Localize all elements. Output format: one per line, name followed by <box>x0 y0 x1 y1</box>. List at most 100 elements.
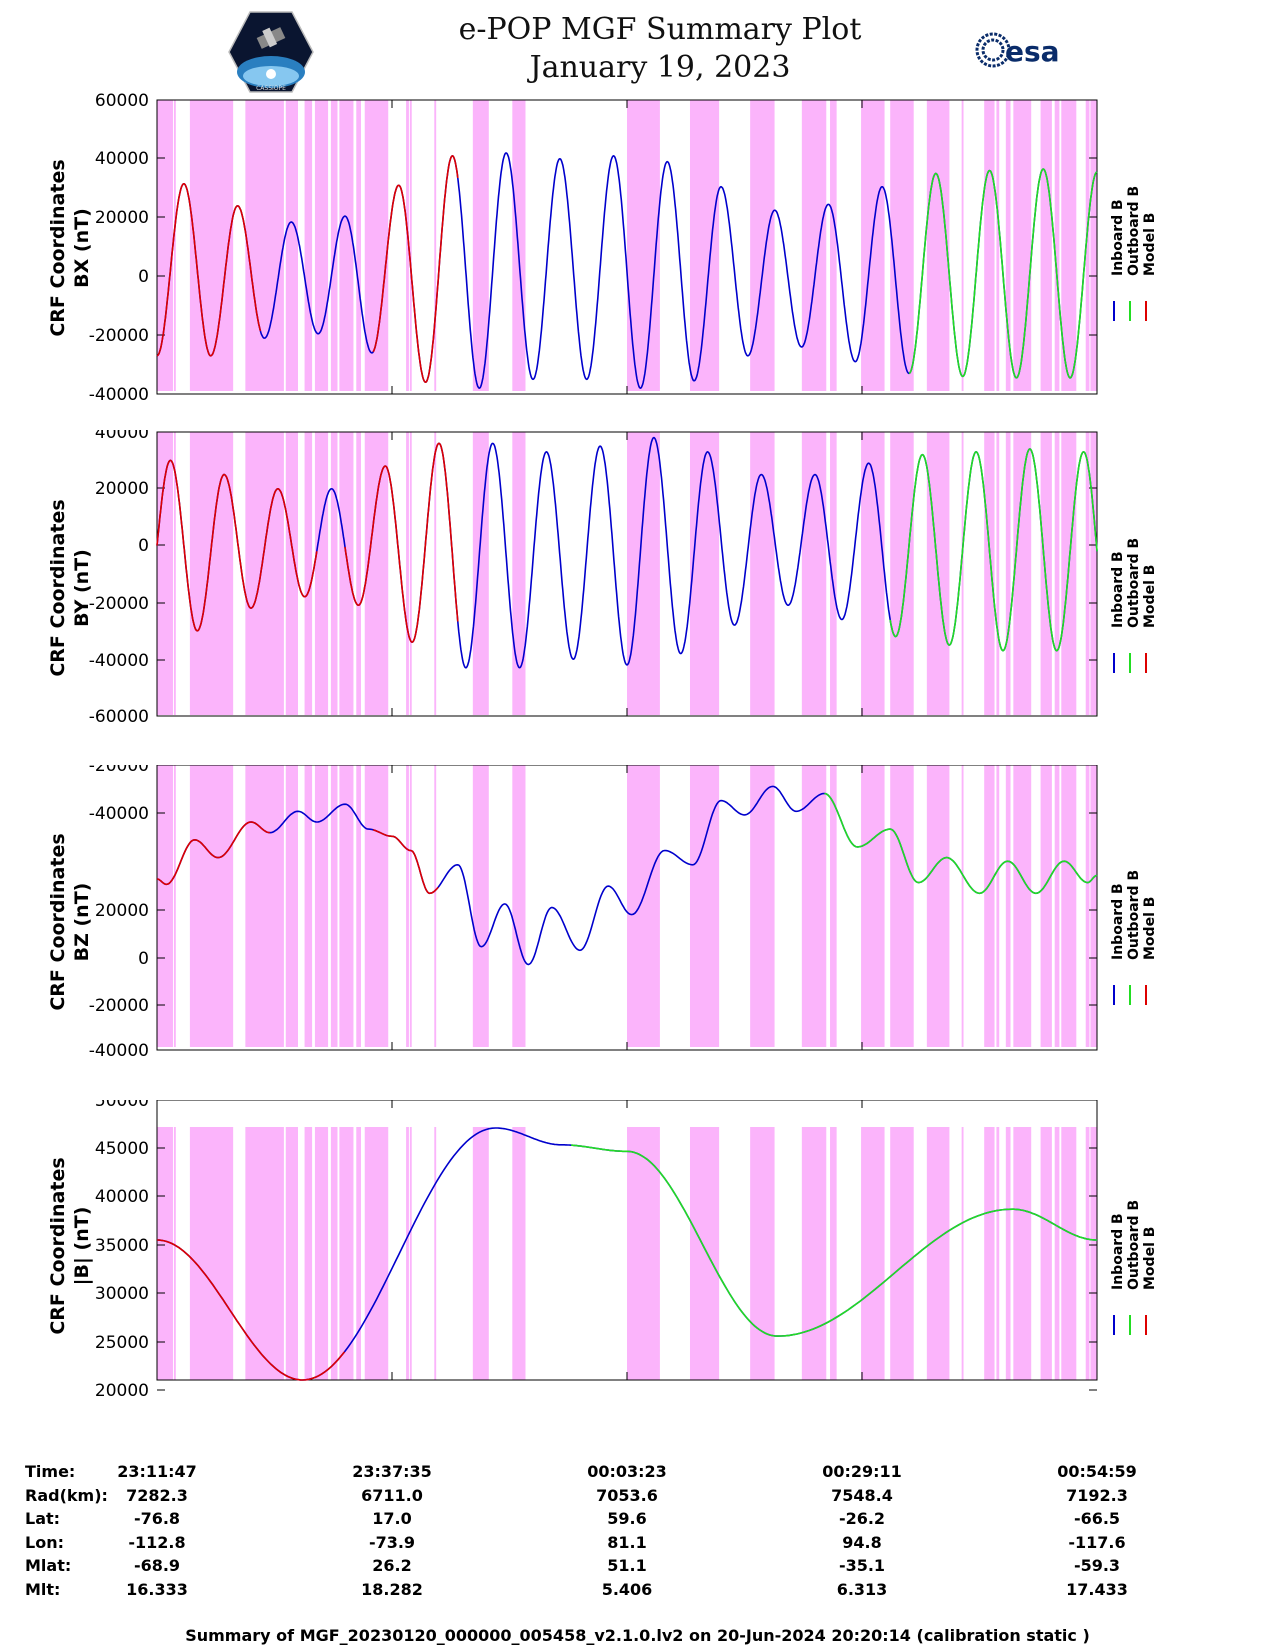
bz-outboard-line <box>824 792 1098 895</box>
shade-band <box>861 432 885 715</box>
shade-band <box>1013 100 1032 391</box>
y-tick-label: 20000 <box>95 208 149 228</box>
page-date: January 19, 2023 <box>529 50 791 85</box>
ephemeris-value: 5.406 <box>601 1579 653 1599</box>
shade-band <box>409 432 412 715</box>
shade-band <box>961 1127 964 1380</box>
shade-band <box>689 1127 720 1380</box>
y-tick-label: 0 <box>138 949 149 969</box>
shade-band <box>830 1127 837 1380</box>
legend-model-swatch <box>1145 985 1147 1005</box>
shade-band <box>406 765 409 1047</box>
ephemeris-value: 26.2 <box>372 1556 412 1575</box>
shade-band <box>304 1127 313 1380</box>
by-outboard-line <box>889 448 1098 652</box>
legend-inboard-label: Inboard B <box>1110 199 1126 276</box>
esa-logo: esa <box>975 30 1065 74</box>
ephemeris-row: Mlat: -68.9 26.2 51.1 -35.1 -59.3 <box>0 1556 1275 1580</box>
shade-band <box>996 1127 1000 1380</box>
ephemeris-value: 17.0 <box>372 1509 412 1528</box>
shade-band <box>189 765 234 1047</box>
cassiope-logo-text: CASSIOPE <box>256 85 286 92</box>
shade-band <box>364 432 389 715</box>
shade-band <box>1005 765 1011 1047</box>
shade-band <box>689 100 720 391</box>
legend-outboard-label: Outboard B <box>1126 1199 1142 1290</box>
shade-band <box>627 1127 660 1380</box>
shade-band <box>926 100 950 391</box>
shade-band <box>830 432 837 715</box>
y-tick-label: -40000 <box>89 651 149 671</box>
shade-band <box>356 100 361 391</box>
y-tick-label: -20000 <box>89 594 149 614</box>
bx-model-line <box>372 155 459 384</box>
legend-outboard-label: Outboard B <box>1126 185 1142 276</box>
shade-band <box>245 432 284 715</box>
shade-band <box>173 765 176 1047</box>
shade-band <box>984 1127 995 1380</box>
ephemeris-value: 7282.3 <box>126 1485 188 1505</box>
ephemeris-value: 6711.0 <box>361 1485 423 1505</box>
shade-band <box>314 432 329 715</box>
shade-band <box>1085 100 1090 391</box>
shade-band <box>330 765 338 1047</box>
footer-summary: Summary of MGF_20230120_000000_005458_v2… <box>185 1626 1090 1645</box>
shade-band <box>890 432 914 715</box>
legend-inboard-swatch <box>1113 653 1115 673</box>
shade-band <box>627 432 660 715</box>
legend-model-swatch <box>1145 1315 1147 1335</box>
shade-band <box>984 432 995 715</box>
ephemeris-value: 59.6 <box>607 1509 647 1528</box>
y-tick-label: -40000 <box>89 1041 149 1061</box>
shade-band <box>750 432 775 715</box>
shade-band <box>1085 765 1090 1047</box>
shade-band <box>356 1127 361 1380</box>
y-tick-label: 20000 <box>95 479 149 499</box>
shade-band <box>406 432 409 715</box>
shade-band <box>1040 432 1052 715</box>
shade-band <box>189 100 234 391</box>
shade-band <box>961 100 964 391</box>
shade-band <box>245 765 284 1047</box>
esa-logo-text: esa <box>1005 35 1060 68</box>
shade-band <box>173 1127 176 1380</box>
shade-band <box>245 1127 284 1380</box>
bz-model-line <box>157 821 270 886</box>
ephemeris-table: Time: 23:11:47 23:37:35 00:03:23 00:29:11 00:… <box>0 1462 1275 1642</box>
legend-outboard-swatch <box>1129 1315 1131 1335</box>
ephemeris-row: Lat: -76.8 17.0 59.6 -26.2 -66.5 <box>0 1509 1275 1533</box>
shade-band <box>961 432 964 715</box>
ephemeris-value: 00:54:59 <box>1057 1462 1137 1481</box>
shade-band <box>801 1127 827 1380</box>
legend-inboard-label: Inboard B <box>1110 883 1126 960</box>
ephemeris-value: 23:37:35 <box>352 1462 432 1481</box>
shade-band <box>512 765 526 1047</box>
shade-band <box>1061 100 1077 391</box>
ephemeris-value: 18.282 <box>361 1579 423 1599</box>
y-tick-label: 60000 <box>95 91 149 111</box>
shade-band <box>1013 765 1032 1047</box>
bx-outboard-line <box>908 168 1098 379</box>
shade-band <box>364 100 389 391</box>
ephemeris-row-label: Lon: <box>25 1532 64 1552</box>
legend-outboard-swatch <box>1129 301 1131 321</box>
legend-outboard-label: Outboard B <box>1126 537 1142 628</box>
shade-band <box>157 100 173 391</box>
shade-band <box>285 1127 298 1380</box>
shade-band <box>472 1127 489 1380</box>
y-tick-label: 0 <box>138 267 149 287</box>
shade-band <box>890 1127 914 1380</box>
shade-band <box>472 432 489 715</box>
shade-band <box>434 432 437 715</box>
ephemeris-row: Rad(km): 7282.3 6711.0 7053.6 7548.4 7192.3 <box>0 1486 1275 1510</box>
shade-band <box>512 1127 526 1380</box>
ephemeris-value: -66.5 <box>1073 1509 1121 1528</box>
shade-band <box>285 432 298 715</box>
ephemeris-row-label: Mlat: <box>25 1556 72 1575</box>
ephemeris-value: 7548.4 <box>831 1485 893 1505</box>
shade-band <box>304 765 313 1047</box>
shade-band <box>472 100 489 391</box>
shade-band <box>996 432 1000 715</box>
y-tick-label: 45000 <box>95 1139 149 1159</box>
chart-by: 40000 20000 0 -20000 -40000 -60000 <box>89 430 1098 727</box>
